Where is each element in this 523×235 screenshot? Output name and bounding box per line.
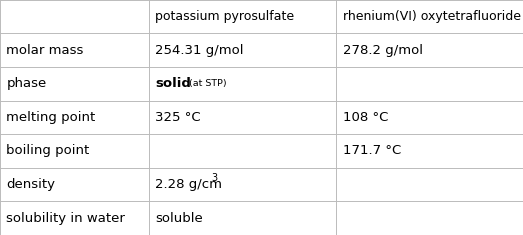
Text: 3: 3 — [211, 173, 218, 183]
Text: 325 °C: 325 °C — [155, 111, 201, 124]
Text: soluble: soluble — [155, 212, 203, 225]
Text: 108 °C: 108 °C — [343, 111, 388, 124]
Text: 278.2 g/mol: 278.2 g/mol — [343, 44, 423, 57]
Text: melting point: melting point — [6, 111, 96, 124]
Text: rhenium(VI) oxytetrafluoride: rhenium(VI) oxytetrafluoride — [343, 10, 520, 23]
Text: potassium pyrosulfate: potassium pyrosulfate — [155, 10, 294, 23]
Text: 171.7 °C: 171.7 °C — [343, 145, 401, 157]
Text: 254.31 g/mol: 254.31 g/mol — [155, 44, 244, 57]
Text: molar mass: molar mass — [6, 44, 84, 57]
Text: boiling point: boiling point — [6, 145, 89, 157]
Text: phase: phase — [6, 77, 47, 90]
Text: solubility in water: solubility in water — [6, 212, 125, 225]
Text: density: density — [6, 178, 55, 191]
Text: 2.28 g/cm: 2.28 g/cm — [155, 178, 222, 191]
Text: (at STP): (at STP) — [189, 79, 227, 88]
Text: solid: solid — [155, 77, 191, 90]
